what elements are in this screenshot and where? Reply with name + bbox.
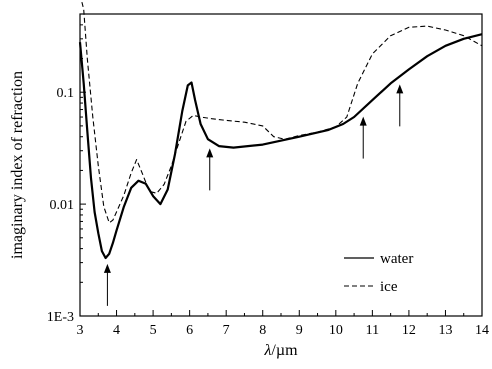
x-tick-label: 12 [402,323,416,338]
y-axis-ticks: 1E-3 0.01 0.1 [47,13,86,325]
x-axis-label-symbol: λ [263,342,271,359]
arrow-head [359,116,367,126]
x-tick-label: 8 [259,323,266,338]
y-tick-label: 1E-3 [47,310,74,325]
legend-ice-label: ice [380,279,398,295]
y-axis-label: imaginary index of refraction [9,71,26,259]
x-tick-label: 13 [438,323,452,338]
arrow-head [103,263,111,273]
series-lines [78,0,483,260]
x-axis-ticks: 3 4 5 6 7 8 9 10 11 12 13 14 [77,310,489,338]
x-tick-label: 9 [296,323,303,338]
arrow-head [206,148,214,158]
legend-water-label: water [380,251,413,267]
x-tick-label: 11 [366,323,379,338]
annotation-arrows [103,84,404,306]
x-tick-label: 7 [223,323,230,338]
x-tick-label: 14 [475,323,489,338]
x-tick-label: 10 [329,323,343,338]
arrow-head [396,84,404,94]
y-tick-label: 0.01 [50,198,75,213]
y-tick-label: 0.1 [57,86,75,101]
x-tick-label: 5 [150,323,157,338]
legend: water ice [344,251,413,295]
x-axis-label: λ/µm [263,342,298,359]
x-tick-label: 3 [77,323,84,338]
series-line-water [78,33,483,260]
x-tick-label: 6 [186,323,193,338]
series-line-ice [80,0,483,224]
x-tick-label: 4 [113,323,120,338]
x-axis-label-unit: /µm [271,342,298,359]
